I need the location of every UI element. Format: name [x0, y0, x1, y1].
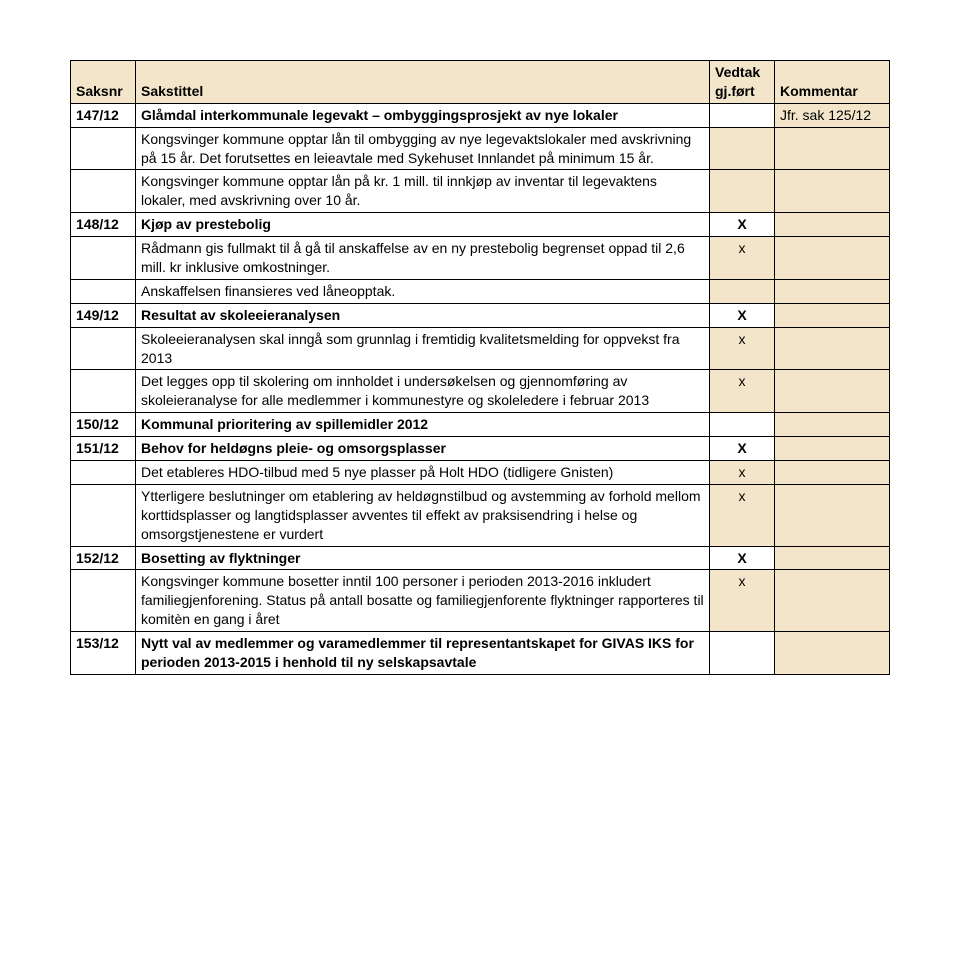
cell-147-title: Glåmdal interkommunale legevakt – ombygg…	[136, 103, 710, 127]
cell-149-mark: X	[710, 303, 775, 327]
row-148-sub1: Rådmann gis fullmakt til å gå til anskaf…	[71, 237, 890, 280]
cell-151-mark: X	[710, 437, 775, 461]
cell-147-sub1: Kongsvinger kommune opptar lån til ombyg…	[136, 127, 710, 170]
cell-blank	[775, 170, 890, 213]
cell-blank	[775, 546, 890, 570]
cell-151-title: Behov for heldøgns pleie- og omsorgsplas…	[136, 437, 710, 461]
cell-blank	[775, 303, 890, 327]
cell-152-num: 152/12	[71, 546, 136, 570]
cell-148-title: Kjøp av prestebolig	[136, 213, 710, 237]
cell-blank	[71, 170, 136, 213]
cell-147-mark	[710, 103, 775, 127]
cell-148-num: 148/12	[71, 213, 136, 237]
cell-blank	[710, 279, 775, 303]
cell-blank	[775, 213, 890, 237]
row-147-sub2: Kongsvinger kommune opptar lån på kr. 1 …	[71, 170, 890, 213]
row-147-sub1: Kongsvinger kommune opptar lån til ombyg…	[71, 127, 890, 170]
row-151-title: 151/12 Behov for heldøgns pleie- og omso…	[71, 437, 890, 461]
row-148-sub2: Anskaffelsen finansieres ved låneopptak.	[71, 279, 890, 303]
cell-151-sub1: Det etableres HDO-tilbud med 5 nye plass…	[136, 461, 710, 485]
row-152-title: 152/12 Bosetting av flyktninger X	[71, 546, 890, 570]
row-151-sub1: Det etableres HDO-tilbud med 5 nye plass…	[71, 461, 890, 485]
cell-149-title: Resultat av skoleeieranalysen	[136, 303, 710, 327]
cell-147-kommentar: Jfr. sak 125/12	[775, 103, 890, 127]
cell-149-sub2: Det legges opp til skolering om innholde…	[136, 370, 710, 413]
cell-148-sub2: Anskaffelsen finansieres ved låneopptak.	[136, 279, 710, 303]
cell-151-num: 151/12	[71, 437, 136, 461]
row-148-title: 148/12 Kjøp av prestebolig X	[71, 213, 890, 237]
cell-blank	[775, 570, 890, 632]
cell-149-sub1-mark: x	[710, 327, 775, 370]
cell-149-num: 149/12	[71, 303, 136, 327]
header-vedtak: Vedtak gj.ført	[710, 61, 775, 104]
cell-148-sub1-mark: x	[710, 237, 775, 280]
cell-149-sub1: Skoleeieranalysen skal inngå som grunnla…	[136, 327, 710, 370]
header-vedtak-line2: gj.ført	[715, 83, 755, 99]
cell-blank	[71, 370, 136, 413]
cell-153-num: 153/12	[71, 632, 136, 675]
cell-150-title: Kommunal prioritering av spillemidler 20…	[136, 413, 710, 437]
cell-148-sub1: Rådmann gis fullmakt til å gå til anskaf…	[136, 237, 710, 280]
cell-148-mark: X	[710, 213, 775, 237]
cell-blank	[775, 484, 890, 546]
cell-blank	[775, 370, 890, 413]
cell-blank	[775, 461, 890, 485]
cell-153-title: Nytt val av medlemmer og varamedlemmer t…	[136, 632, 710, 675]
cell-151-sub2-mark: x	[710, 484, 775, 546]
cell-152-sub1-mark: x	[710, 570, 775, 632]
cell-149-sub2-mark: x	[710, 370, 775, 413]
row-150-title: 150/12 Kommunal prioritering av spillemi…	[71, 413, 890, 437]
cell-blank	[710, 127, 775, 170]
cell-150-num: 150/12	[71, 413, 136, 437]
row-147-title: 147/12 Glåmdal interkommunale legevakt –…	[71, 103, 890, 127]
row-152-sub1: Kongsvinger kommune bosetter inntil 100 …	[71, 570, 890, 632]
cell-152-sub1: Kongsvinger kommune bosetter inntil 100 …	[136, 570, 710, 632]
cell-151-sub2: Ytterligere beslutninger om etablering a…	[136, 484, 710, 546]
row-149-title: 149/12 Resultat av skoleeieranalysen X	[71, 303, 890, 327]
row-149-sub2: Det legges opp til skolering om innholde…	[71, 370, 890, 413]
cell-blank	[775, 127, 890, 170]
cell-blank	[71, 327, 136, 370]
cell-blank	[775, 632, 890, 675]
cell-blank	[775, 327, 890, 370]
cell-151-sub1-mark: x	[710, 461, 775, 485]
cell-152-mark: X	[710, 546, 775, 570]
row-149-sub1: Skoleeieranalysen skal inngå som grunnla…	[71, 327, 890, 370]
cell-blank	[710, 413, 775, 437]
cell-blank	[775, 413, 890, 437]
header-sakstittel: Sakstittel	[136, 61, 710, 104]
cell-blank	[775, 237, 890, 280]
table-header: Saksnr Sakstittel Vedtak gj.ført Komment…	[71, 61, 890, 104]
row-153-title: 153/12 Nytt val av medlemmer og varamedl…	[71, 632, 890, 675]
header-kommentar: Kommentar	[775, 61, 890, 104]
cell-blank	[710, 632, 775, 675]
cell-blank	[71, 484, 136, 546]
cell-blank	[710, 170, 775, 213]
cell-152-title: Bosetting av flyktninger	[136, 546, 710, 570]
cell-blank	[71, 237, 136, 280]
cell-147-sub2: Kongsvinger kommune opptar lån på kr. 1 …	[136, 170, 710, 213]
cell-147-num: 147/12	[71, 103, 136, 127]
cell-blank	[71, 127, 136, 170]
header-vedtak-line1: Vedtak	[715, 64, 760, 80]
cell-blank	[775, 437, 890, 461]
cell-blank	[71, 461, 136, 485]
saks-table: Saksnr Sakstittel Vedtak gj.ført Komment…	[70, 60, 890, 675]
header-saksnr: Saksnr	[71, 61, 136, 104]
row-151-sub2: Ytterligere beslutninger om etablering a…	[71, 484, 890, 546]
cell-blank	[71, 279, 136, 303]
cell-blank	[71, 570, 136, 632]
cell-blank	[775, 279, 890, 303]
